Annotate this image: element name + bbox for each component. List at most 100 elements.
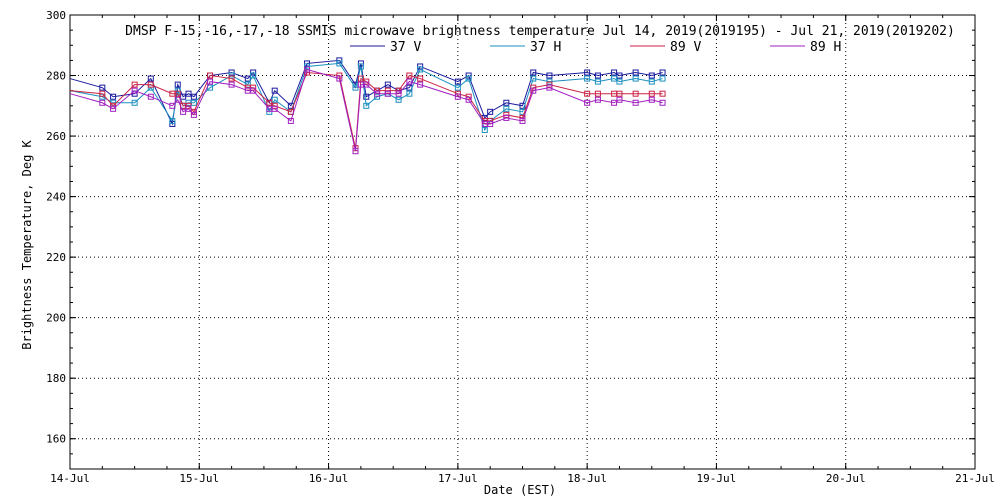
- data-point: [336, 60, 343, 67]
- data-point: [616, 90, 623, 97]
- data-point: [287, 117, 294, 124]
- data-point: [266, 99, 273, 106]
- x-tick-label: 16-Jul: [309, 472, 349, 485]
- y-axis-label: Brightness Temperature, Deg K: [20, 139, 34, 349]
- data-point: [336, 72, 343, 79]
- y-tick-label: 300: [46, 9, 66, 22]
- data-point: [406, 72, 413, 79]
- data-point: [336, 57, 343, 64]
- data-point: [648, 72, 655, 79]
- data-point: [110, 93, 117, 100]
- data-point: [250, 87, 257, 94]
- data-point: [180, 93, 187, 100]
- data-point: [594, 90, 601, 97]
- data-point: [207, 78, 214, 85]
- grid: [70, 15, 975, 469]
- data-point: [530, 69, 537, 76]
- data-point: [584, 75, 591, 82]
- data-point: [417, 66, 424, 73]
- data-point: [250, 72, 257, 79]
- data-point: [417, 75, 424, 82]
- chart-title: DMSP F-15,-16,-17,-18 SSMIS microwave br…: [125, 24, 955, 39]
- data-point: [530, 84, 537, 91]
- series-89-v: [69, 69, 666, 152]
- data-point: [190, 111, 197, 118]
- data-point: [616, 96, 623, 103]
- y-tick-label: 180: [46, 372, 66, 385]
- data-point: [503, 99, 510, 106]
- data-point: [304, 66, 311, 73]
- data-point: [611, 75, 618, 82]
- x-tick-label: 20-Jul: [826, 472, 866, 485]
- data-point: [228, 72, 235, 79]
- data-point: [395, 96, 402, 103]
- data-point: [659, 69, 666, 76]
- data-point: [169, 117, 176, 124]
- data-point: [185, 90, 192, 97]
- series-group: [69, 57, 666, 155]
- plot-frame: [69, 14, 976, 470]
- data-point: [659, 99, 666, 106]
- data-point: [503, 114, 510, 121]
- data-point: [190, 99, 197, 106]
- data-point: [487, 120, 494, 127]
- data-point: [363, 81, 370, 88]
- data-point: [406, 90, 413, 97]
- data-point: [519, 117, 526, 124]
- data-point: [357, 60, 364, 67]
- data-point: [395, 90, 402, 97]
- legend-entry: 89 H: [770, 40, 841, 55]
- legend-label: 37 H: [530, 40, 561, 55]
- data-point: [384, 81, 391, 88]
- data-point: [454, 90, 461, 97]
- data-point: [465, 75, 472, 82]
- data-point: [271, 102, 278, 109]
- data-point: [352, 148, 359, 155]
- data-point: [384, 90, 391, 97]
- y-axis: 160 180 200 220 240 260 280 300: [46, 9, 975, 470]
- data-point: [594, 96, 601, 103]
- data-point: [454, 78, 461, 85]
- series-37-v: [69, 57, 666, 127]
- data-point: [374, 93, 381, 100]
- y-tick-label: 220: [46, 251, 66, 264]
- data-point: [659, 90, 666, 97]
- data-point: [99, 99, 106, 106]
- data-point: [546, 78, 553, 85]
- data-point: [384, 87, 391, 94]
- data-point: [584, 69, 591, 76]
- data-point: [546, 81, 553, 88]
- data-point: [611, 99, 618, 106]
- data-point: [632, 90, 639, 97]
- x-tick-label: 19-Jul: [697, 472, 737, 485]
- data-point: [228, 81, 235, 88]
- data-point: [271, 87, 278, 94]
- data-point: [632, 75, 639, 82]
- data-point: [417, 81, 424, 88]
- data-point: [271, 105, 278, 112]
- data-point: [648, 78, 655, 85]
- x-tick-label: 17-Jul: [438, 472, 478, 485]
- data-point: [503, 105, 510, 112]
- data-point: [632, 69, 639, 76]
- data-point: [304, 60, 311, 67]
- x-tick-label: 18-Jul: [567, 472, 607, 485]
- data-point: [481, 127, 488, 134]
- data-point: [250, 84, 257, 91]
- y-tick-label: 160: [46, 433, 66, 446]
- data-point: [648, 90, 655, 97]
- data-point: [352, 84, 359, 91]
- data-point: [174, 87, 181, 94]
- data-point: [519, 102, 526, 109]
- data-point: [374, 90, 381, 97]
- data-point: [406, 78, 413, 85]
- data-point: [465, 96, 472, 103]
- data-point: [147, 81, 154, 88]
- y-tick-label: 200: [46, 312, 66, 325]
- data-point: [363, 93, 370, 100]
- data-point: [174, 96, 181, 103]
- data-point: [174, 81, 181, 88]
- data-point: [180, 108, 187, 115]
- data-point: [147, 93, 154, 100]
- data-point: [271, 96, 278, 103]
